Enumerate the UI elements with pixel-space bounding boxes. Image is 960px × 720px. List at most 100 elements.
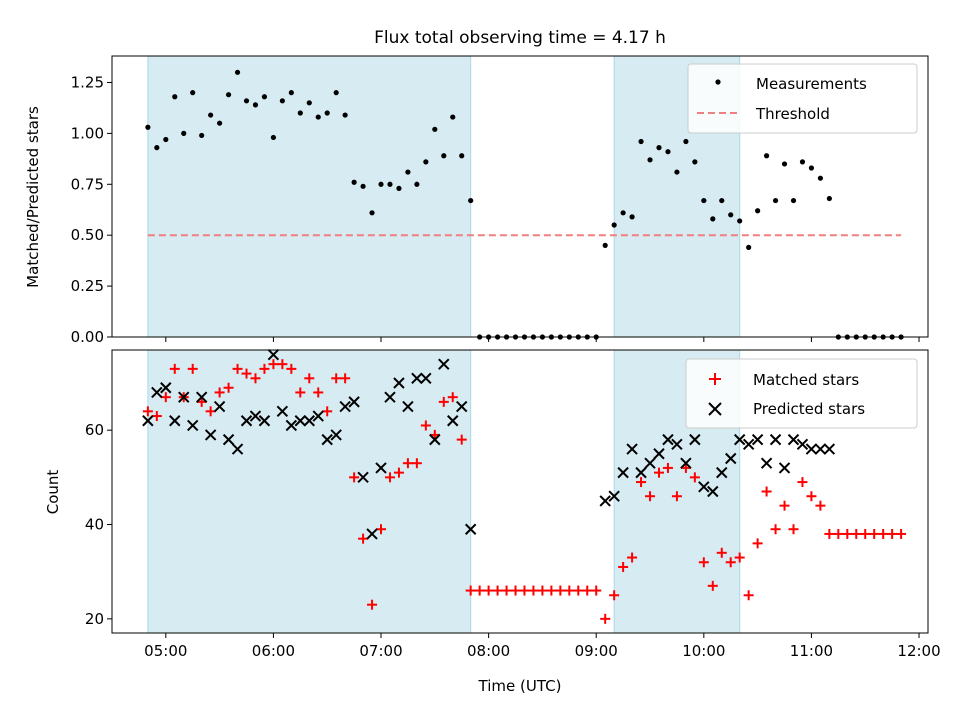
data-point bbox=[620, 210, 626, 216]
x-stroke-b bbox=[312, 410, 324, 422]
data-point-plus bbox=[169, 363, 180, 374]
x-stroke-b bbox=[204, 429, 217, 441]
shaded-intervals bbox=[147, 55, 741, 338]
data-point-plus bbox=[402, 458, 413, 469]
data-point-x bbox=[285, 419, 298, 432]
data-point bbox=[772, 197, 779, 204]
x-stroke-b bbox=[285, 419, 298, 432]
data-point-plus bbox=[779, 500, 790, 511]
data-point bbox=[208, 112, 214, 118]
data-point-x bbox=[707, 485, 719, 498]
x-stroke-b bbox=[447, 415, 459, 427]
x-stroke-b bbox=[760, 457, 773, 469]
data-point-plus bbox=[438, 396, 449, 407]
data-point-plus bbox=[313, 387, 324, 398]
data-point-x bbox=[617, 466, 629, 479]
x-stroke-b bbox=[249, 410, 262, 422]
x-stroke-b bbox=[240, 415, 253, 427]
x-stroke-b bbox=[151, 386, 163, 399]
data-point-plus bbox=[259, 363, 270, 374]
x-stroke-b bbox=[796, 438, 809, 451]
data-point bbox=[638, 138, 644, 145]
data-point-x bbox=[698, 481, 710, 493]
data-point bbox=[163, 136, 169, 143]
data-point-x bbox=[787, 433, 800, 446]
data-point-x bbox=[231, 443, 244, 455]
x-tick-label: 09:00 bbox=[575, 642, 618, 660]
x-stroke-b bbox=[787, 433, 800, 446]
data-point-x bbox=[339, 400, 351, 413]
x-stroke-b bbox=[680, 457, 692, 469]
data-point-x bbox=[456, 400, 468, 413]
x-stroke-b bbox=[653, 448, 665, 460]
x-stroke-b bbox=[375, 462, 387, 474]
x-tick-label: 07:00 bbox=[359, 642, 402, 660]
data-point-x bbox=[733, 433, 746, 446]
x-stroke-b bbox=[599, 495, 611, 507]
data-point bbox=[423, 159, 429, 165]
data-point-plus bbox=[304, 373, 315, 384]
data-point bbox=[746, 244, 752, 251]
data-point bbox=[414, 181, 420, 187]
data-point-x bbox=[366, 528, 378, 540]
y-axis-label: Matched/Predicted stars bbox=[24, 106, 42, 288]
y-tick-label: 20 bbox=[85, 610, 104, 628]
data-point-plus bbox=[788, 524, 799, 535]
data-point-plus bbox=[349, 472, 360, 483]
data-point-plus bbox=[716, 547, 727, 558]
data-point-plus bbox=[393, 467, 404, 478]
data-point-plus bbox=[483, 585, 494, 596]
data-point bbox=[683, 138, 689, 145]
legend-plus-icon bbox=[709, 373, 721, 385]
data-point-plus bbox=[869, 528, 880, 539]
data-point-plus bbox=[609, 590, 620, 601]
data-point-plus bbox=[752, 538, 763, 549]
data-point bbox=[279, 98, 285, 104]
data-point-plus bbox=[322, 406, 333, 417]
data-point bbox=[324, 110, 330, 116]
data-point-plus bbox=[842, 528, 853, 539]
data-point-plus bbox=[456, 434, 467, 445]
data-point bbox=[172, 94, 178, 100]
data-point-plus bbox=[250, 373, 261, 384]
data-point-plus bbox=[734, 552, 745, 563]
data-point-x bbox=[769, 433, 782, 446]
data-point-plus bbox=[546, 585, 557, 596]
data-point bbox=[817, 175, 823, 181]
data-point-x bbox=[213, 400, 226, 413]
data-point bbox=[710, 216, 716, 222]
data-point-plus bbox=[887, 528, 898, 539]
x-stroke-b bbox=[689, 433, 701, 446]
data-point-plus bbox=[653, 467, 664, 478]
data-point-plus bbox=[806, 491, 817, 502]
data-point-plus bbox=[582, 585, 593, 596]
data-point-plus bbox=[824, 528, 835, 539]
legend-x-icon bbox=[708, 402, 722, 416]
data-point-x bbox=[814, 443, 827, 455]
x-stroke-b bbox=[231, 443, 244, 455]
y-tick-label: 1.00 bbox=[71, 124, 104, 142]
x-stroke-b bbox=[823, 443, 836, 455]
data-point-x bbox=[805, 443, 818, 455]
y-axis-label: Count bbox=[44, 470, 62, 515]
x-stroke-b bbox=[733, 433, 746, 446]
data-point-plus bbox=[896, 528, 907, 539]
x-stroke-b bbox=[716, 466, 728, 479]
x-stroke-b bbox=[662, 433, 674, 446]
x-stroke-b bbox=[339, 400, 351, 413]
data-point bbox=[755, 208, 761, 214]
legend-dot-icon bbox=[715, 79, 721, 85]
legend-box bbox=[685, 358, 918, 429]
data-point-x bbox=[411, 372, 423, 385]
data-point-plus bbox=[160, 392, 171, 403]
data-point bbox=[261, 94, 268, 100]
data-point-plus bbox=[223, 382, 234, 393]
data-point-x bbox=[644, 457, 656, 469]
data-point-plus bbox=[447, 392, 458, 403]
data-point-plus bbox=[465, 585, 476, 596]
legend-label-predicted: Predicted stars bbox=[753, 400, 865, 418]
y-tick-label: 60 bbox=[85, 421, 104, 439]
y-axis-ticks: 20 40 60 bbox=[85, 421, 112, 628]
x-stroke-b bbox=[142, 415, 154, 427]
